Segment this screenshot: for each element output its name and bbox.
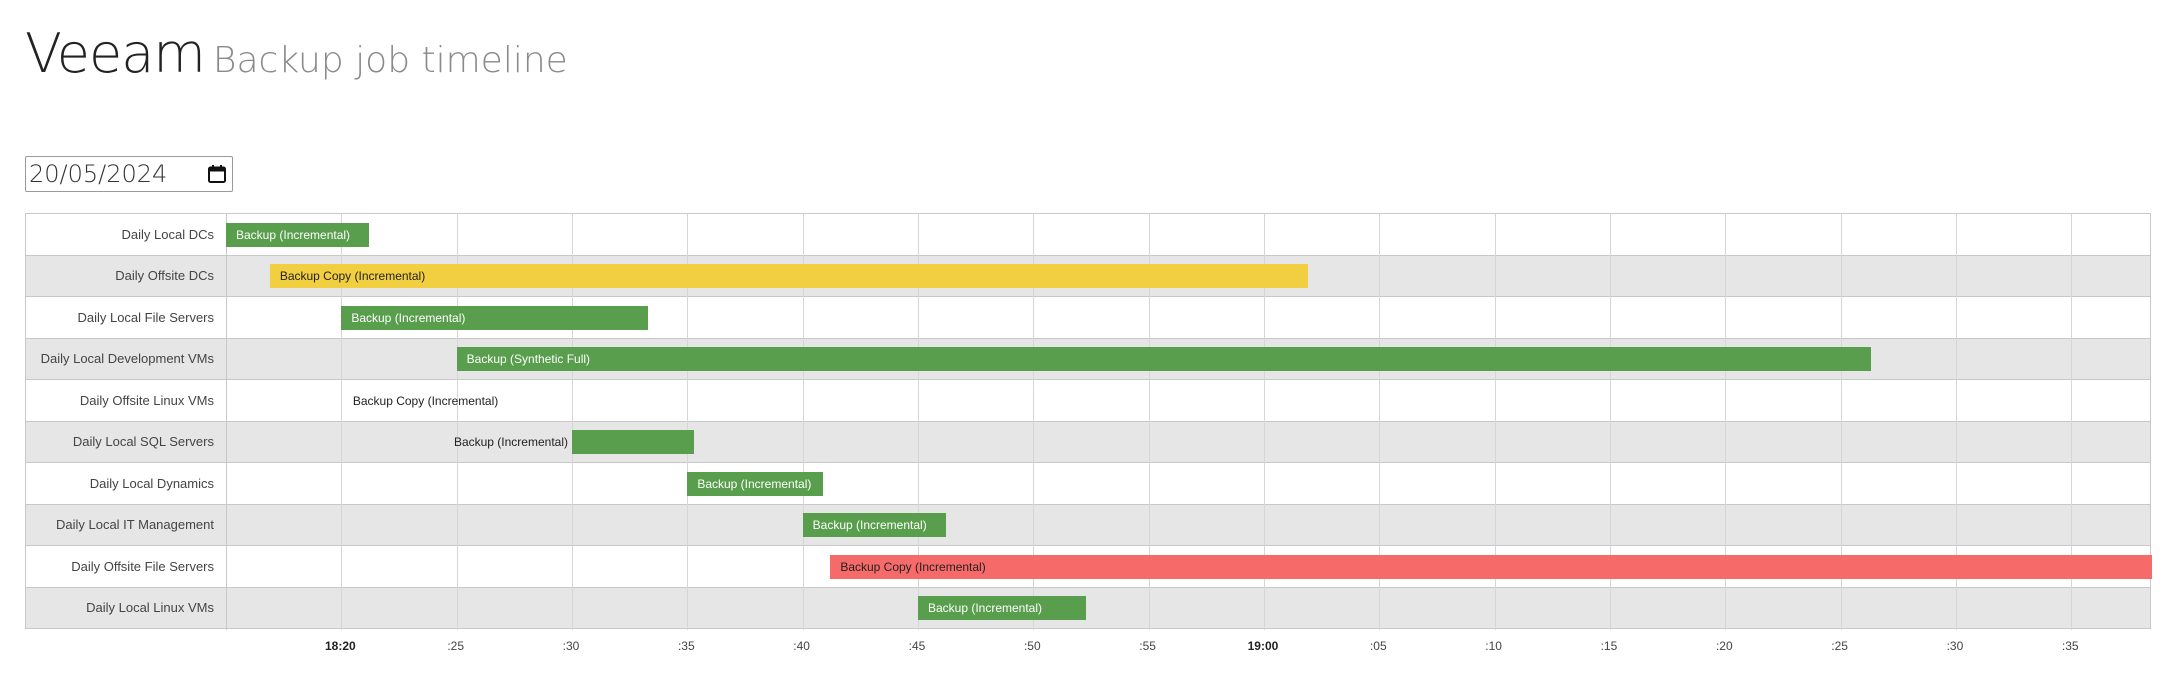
job-name-label: Daily Local IT Management [55, 517, 214, 533]
job-task-label: Backup (Incremental) [697, 476, 812, 491]
axis-tick-label: 18:20 [324, 639, 356, 653]
job-task-label: Backup (Incremental) [351, 310, 466, 325]
grid-line [456, 214, 458, 630]
job-name-label: Daily Local Linux VMs [86, 600, 214, 616]
grid-line [1609, 214, 1611, 630]
axis-tick-label: :35 [677, 639, 695, 653]
job-task-label: Backup (Incremental) [927, 601, 1043, 616]
job-bar[interactable] [571, 430, 695, 455]
brand-name: Veeam [25, 22, 206, 85]
axis-tick-label: :15 [1600, 639, 1618, 653]
axis-tick-label: :25 [447, 639, 464, 653]
grid-line [1263, 214, 1265, 630]
page-title: Veeam Backup job timeline [25, 22, 568, 85]
job-bar[interactable]: Backup Copy (Incremental) [269, 264, 1308, 289]
job-bar[interactable]: Backup (Incremental) [802, 513, 946, 538]
job-task-label: Backup (Synthetic Full) [466, 352, 591, 367]
job-task-label: Backup (Incremental) [236, 227, 351, 242]
job-row: Daily Local File Servers [26, 297, 2150, 339]
page-subtitle: Backup job timeline [212, 40, 568, 81]
axis-tick-label: :45 [908, 639, 926, 653]
job-name-label: Daily Local SQL Servers [72, 434, 214, 450]
job-bar[interactable]: Backup (Incremental) [917, 596, 1087, 621]
axis-tick-label: :40 [793, 639, 810, 653]
job-bar[interactable]: Backup (Incremental) [226, 222, 369, 247]
grid-line [687, 214, 689, 630]
job-name-label: Daily Local DCs [121, 226, 214, 242]
date-value[interactable]: 20/05/2024 [29, 160, 168, 188]
time-axis: 18:20 :25 :30 :35 :40 :45 :50 :55 19:00 :05 :10 :15… [25, 633, 2151, 657]
job-bar[interactable]: Backup Copy (Incremental) [830, 554, 2152, 579]
axis-tick-label: :55 [1139, 639, 1156, 653]
job-row: Daily Local IT Management [26, 504, 2150, 546]
job-name-label: Daily Local File Servers [77, 309, 214, 325]
job-bar[interactable]: Backup (Synthetic Full) [456, 347, 1871, 372]
grid-line [571, 214, 573, 630]
grid-line [1840, 214, 1842, 630]
grid-line [2071, 214, 2073, 630]
job-task-label: Backup (Incremental) [812, 518, 927, 533]
job-name-label: Daily Local Dynamics [89, 475, 214, 491]
job-task-label: Backup Copy (Incremental) [279, 269, 426, 284]
grid-line [917, 214, 919, 630]
job-task-label: Backup (Incremental) [453, 435, 568, 450]
grid-line [802, 214, 804, 630]
job-row: Daily Local DCs [26, 214, 2150, 256]
grid-line [1955, 214, 1957, 630]
axis-tick-label: 19:00 [1247, 639, 1279, 653]
grid-line [1033, 214, 1035, 630]
axis-tick-label: :30 [562, 639, 580, 653]
job-row: Daily Offsite Linux VMs [26, 380, 2150, 422]
calendar-icon[interactable] [202, 159, 232, 189]
job-bar[interactable]: Backup (Incremental) [341, 305, 649, 330]
timeline-rows: Daily Local DCs Daily Offsite DCs Daily Lo… [25, 213, 2152, 630]
axis-tick-label: :20 [1715, 639, 1733, 653]
axis-tick-label: :50 [1023, 639, 1041, 653]
job-row: Daily Local Dynamics [26, 463, 2150, 505]
axis-tick-label: :35 [2061, 639, 2079, 653]
grid-line [1725, 214, 1727, 630]
job-row: Daily Local SQL Servers [26, 421, 2150, 463]
axis-tick-label: :10 [1485, 639, 1502, 653]
grid-line [1494, 214, 1496, 630]
grid-line [1379, 214, 1381, 630]
axis-tick-label: :30 [1946, 639, 1964, 653]
job-name-label: Daily Offsite Linux VMs [79, 392, 214, 408]
job-task-label[interactable]: Backup Copy (Incremental) [352, 393, 499, 408]
axis-tick-label: :05 [1369, 639, 1387, 653]
job-name-label: Daily Offsite File Servers [71, 558, 214, 574]
label-divider [226, 214, 227, 630]
job-name-label: Daily Offsite DCs [115, 268, 214, 284]
job-timeline: Daily Local DCs Daily Offsite DCs Daily Lo… [25, 213, 2152, 653]
job-row: Daily Local Linux VMs [26, 587, 2150, 629]
job-name-label: Daily Local Development VMs [40, 351, 214, 367]
grid-line [1148, 214, 1150, 630]
job-row: Daily Offsite File Servers [26, 546, 2150, 588]
grid-line [341, 214, 343, 630]
axis-tick-label: :25 [1831, 639, 1848, 653]
job-task-label: Backup Copy (Incremental) [840, 559, 986, 574]
date-picker[interactable]: 20/05/2024 [25, 156, 233, 192]
job-bar[interactable]: Backup (Incremental) [687, 471, 824, 496]
